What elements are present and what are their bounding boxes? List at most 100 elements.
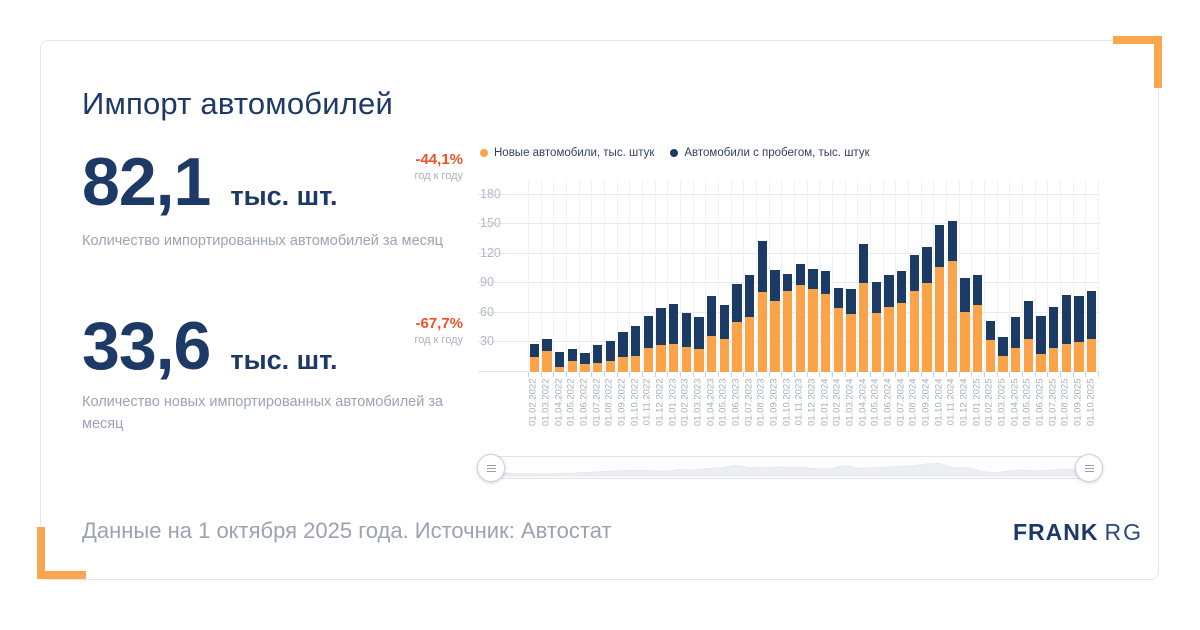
bar-new-01.02.2025[interactable] <box>985 339 996 372</box>
bar-new-01.09.2024[interactable] <box>922 282 932 372</box>
bar-new-01.06.2025[interactable] <box>1036 353 1046 372</box>
bar-used-01.12.2024[interactable] <box>960 278 970 312</box>
bar-new-01.04.2025[interactable] <box>1010 347 1021 372</box>
bar-used-01.07.2022[interactable] <box>592 345 603 364</box>
gridline-x <box>642 180 643 372</box>
bar-new-01.07.2023[interactable] <box>744 315 755 372</box>
bar-used-01.10.2022[interactable] <box>630 325 641 357</box>
bar-new-01.09.2023[interactable] <box>770 300 780 372</box>
bar-used-01.03.2024[interactable] <box>846 289 856 314</box>
bar-new-01.11.2022[interactable] <box>643 347 654 372</box>
bar-new-01.01.2023[interactable] <box>668 343 679 372</box>
bar-new-01.12.2024[interactable] <box>960 310 970 372</box>
bar-new-01.11.2024[interactable] <box>947 259 958 372</box>
bar-used-01.04.2022[interactable] <box>554 352 565 368</box>
bar-new-01.05.2025[interactable] <box>1023 337 1034 372</box>
bar-used-01.08.2024[interactable] <box>909 254 920 292</box>
bar-new-01.12.2022[interactable] <box>656 344 666 372</box>
bar-new-01.02.2024[interactable] <box>833 306 844 372</box>
bar-used-01.11.2022[interactable] <box>643 315 654 349</box>
bar-used-01.01.2023[interactable] <box>668 304 679 345</box>
bar-used-01.10.2024[interactable] <box>934 225 945 267</box>
bar-new-01.05.2022[interactable] <box>567 360 578 372</box>
chart-range-slider-track[interactable] <box>477 454 1103 482</box>
bar-used-01.05.2023[interactable] <box>719 305 730 339</box>
bar-used-01.08.2023[interactable] <box>757 241 768 293</box>
bar-used-01.03.2025[interactable] <box>998 336 1008 357</box>
bar-new-01.04.2023[interactable] <box>706 334 717 372</box>
x-axis-tickmark <box>781 372 783 377</box>
bar-used-01.10.2025[interactable] <box>1086 291 1097 339</box>
bar-new-01.08.2023[interactable] <box>757 291 768 372</box>
range-slider-left-handle[interactable] <box>477 454 505 482</box>
legend-item-new-cars[interactable]: Новые автомобили, тыс. штук <box>480 147 654 159</box>
bar-used-01.03.2022[interactable] <box>542 338 552 352</box>
bar-used-01.09.2023[interactable] <box>770 269 780 302</box>
bar-new-01.01.2024[interactable] <box>820 293 831 372</box>
bar-new-01.08.2022[interactable] <box>605 360 616 372</box>
bar-new-01.07.2022[interactable] <box>592 362 603 372</box>
bar-used-01.12.2023[interactable] <box>808 268 818 290</box>
range-slider-right-handle[interactable] <box>1075 454 1103 482</box>
bar-new-01.03.2023[interactable] <box>694 348 704 372</box>
bar-used-01.01.2025[interactable] <box>972 274 983 306</box>
bar-new-01.07.2025[interactable] <box>1048 347 1059 372</box>
bar-used-01.06.2025[interactable] <box>1036 315 1046 355</box>
bar-new-01.09.2022[interactable] <box>618 356 628 372</box>
bar-used-01.06.2024[interactable] <box>884 274 894 307</box>
bar-new-01.12.2023[interactable] <box>808 288 818 372</box>
bar-new-01.10.2025[interactable] <box>1086 337 1097 372</box>
bar-used-01.05.2022[interactable] <box>567 349 578 362</box>
bar-new-01.06.2022[interactable] <box>580 363 590 372</box>
bar-new-01.03.2024[interactable] <box>846 312 856 372</box>
bar-new-01.06.2024[interactable] <box>884 306 894 372</box>
bar-new-01.10.2023[interactable] <box>782 290 793 372</box>
bar-used-01.11.2023[interactable] <box>795 263 806 286</box>
bar-used-01.06.2023[interactable] <box>732 284 742 322</box>
bar-used-01.05.2024[interactable] <box>871 282 882 313</box>
bar-new-01.01.2025[interactable] <box>972 304 983 372</box>
bar-used-01.08.2022[interactable] <box>605 341 616 362</box>
bar-new-01.10.2022[interactable] <box>630 355 641 372</box>
bar-used-01.02.2025[interactable] <box>985 320 996 341</box>
bar-used-01.03.2023[interactable] <box>694 316 704 350</box>
bar-used-01.05.2025[interactable] <box>1023 301 1034 339</box>
bar-new-01.02.2022[interactable] <box>529 356 540 372</box>
bar-new-01.02.2023[interactable] <box>681 346 692 372</box>
bar-used-01.10.2023[interactable] <box>782 273 793 292</box>
bar-used-01.02.2022[interactable] <box>529 344 540 358</box>
bar-used-01.04.2025[interactable] <box>1010 316 1021 349</box>
bar-used-01.02.2024[interactable] <box>833 288 844 308</box>
bar-used-01.04.2024[interactable] <box>858 243 869 284</box>
bar-new-01.03.2025[interactable] <box>998 355 1008 372</box>
bar-new-01.04.2024[interactable] <box>858 282 869 372</box>
bar-used-01.11.2024[interactable] <box>947 221 958 261</box>
bar-used-01.12.2022[interactable] <box>656 307 666 346</box>
legend-item-used-cars[interactable]: Автомобили с пробегом, тыс. штук <box>670 147 870 159</box>
bar-used-01.07.2024[interactable] <box>896 270 907 304</box>
bar-new-01.05.2023[interactable] <box>719 337 730 372</box>
bar-used-01.02.2023[interactable] <box>681 312 692 348</box>
bar-used-01.07.2025[interactable] <box>1048 307 1059 349</box>
bar-used-01.04.2023[interactable] <box>706 296 717 336</box>
bar-new-01.05.2024[interactable] <box>871 311 882 372</box>
gridline-x <box>680 180 681 372</box>
bar-new-01.08.2024[interactable] <box>909 290 920 372</box>
bar-new-01.03.2022[interactable] <box>542 350 552 372</box>
gridline-x <box>933 180 935 372</box>
bar-used-01.09.2022[interactable] <box>618 331 628 358</box>
bar-used-01.08.2025[interactable] <box>1061 295 1072 345</box>
bar-used-01.06.2022[interactable] <box>580 353 590 365</box>
bar-new-01.06.2023[interactable] <box>732 320 742 372</box>
bar-new-01.07.2024[interactable] <box>896 302 907 372</box>
bar-new-01.08.2025[interactable] <box>1061 343 1072 372</box>
x-axis-tickmark <box>857 372 859 377</box>
bar-new-01.11.2023[interactable] <box>795 284 806 372</box>
bar-used-01.07.2023[interactable] <box>744 274 755 317</box>
bar-new-01.09.2025[interactable] <box>1074 341 1084 372</box>
gridline-x <box>1060 180 1061 372</box>
bar-used-01.09.2025[interactable] <box>1074 296 1084 343</box>
bar-new-01.10.2024[interactable] <box>934 265 945 372</box>
bar-used-01.01.2024[interactable] <box>820 270 831 295</box>
bar-used-01.09.2024[interactable] <box>922 246 932 284</box>
